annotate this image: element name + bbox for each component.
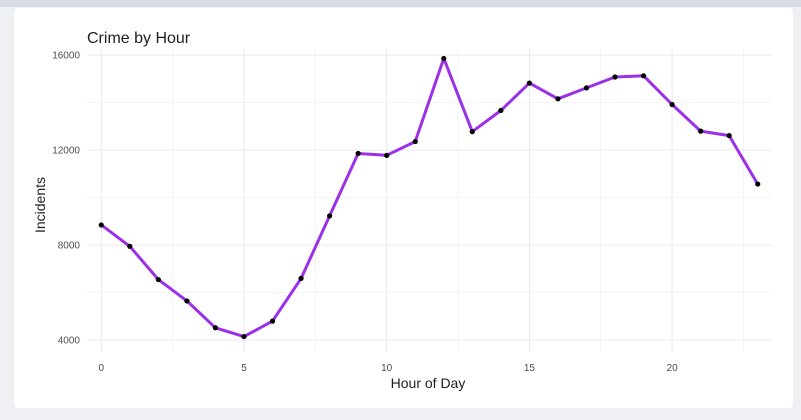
chart-card [14, 8, 793, 408]
y-tick-label: 16000 [52, 51, 80, 62]
x-tick-label: 0 [98, 363, 104, 374]
data-point [698, 128, 704, 134]
data-point [526, 80, 532, 86]
data-point [184, 298, 190, 304]
y-tick-label: 4000 [58, 336, 81, 347]
data-point [327, 213, 333, 219]
data-point [612, 74, 618, 80]
data-point [726, 133, 732, 139]
x-axis-label: Hour of Day [391, 375, 466, 391]
data-point [127, 243, 133, 249]
y-tick-label: 8000 [58, 241, 81, 252]
data-point [384, 152, 390, 158]
data-point [469, 129, 475, 135]
data-point [241, 333, 247, 340]
y-axis: 4000 8000 12000 16000 [52, 51, 80, 347]
data-point [269, 318, 276, 324]
grid [87, 48, 772, 352]
data-point [155, 276, 161, 283]
data-point [355, 150, 361, 157]
y-axis-label: Incidents [32, 177, 48, 233]
top-divider [0, 0, 801, 7]
chart-title: Crime by Hour [87, 30, 191, 47]
y-tick-label: 12000 [52, 146, 80, 157]
data-point [412, 138, 418, 145]
data-point [640, 73, 647, 79]
x-tick-label: 15 [524, 363, 536, 374]
x-tick-label: 10 [381, 363, 393, 374]
data-point [755, 181, 761, 187]
data-point [669, 101, 675, 108]
data-point [212, 325, 219, 331]
data-point [555, 96, 561, 102]
data-point [498, 107, 504, 114]
x-axis: 0 5 10 15 20 [98, 363, 678, 374]
data-point [98, 222, 104, 228]
x-tick-label: 20 [667, 363, 679, 374]
data-point [441, 55, 447, 62]
series-layer [98, 55, 761, 340]
data-point [298, 275, 304, 281]
data-point [583, 85, 590, 91]
series-line [99, 56, 760, 339]
x-tick-label: 5 [241, 363, 247, 374]
